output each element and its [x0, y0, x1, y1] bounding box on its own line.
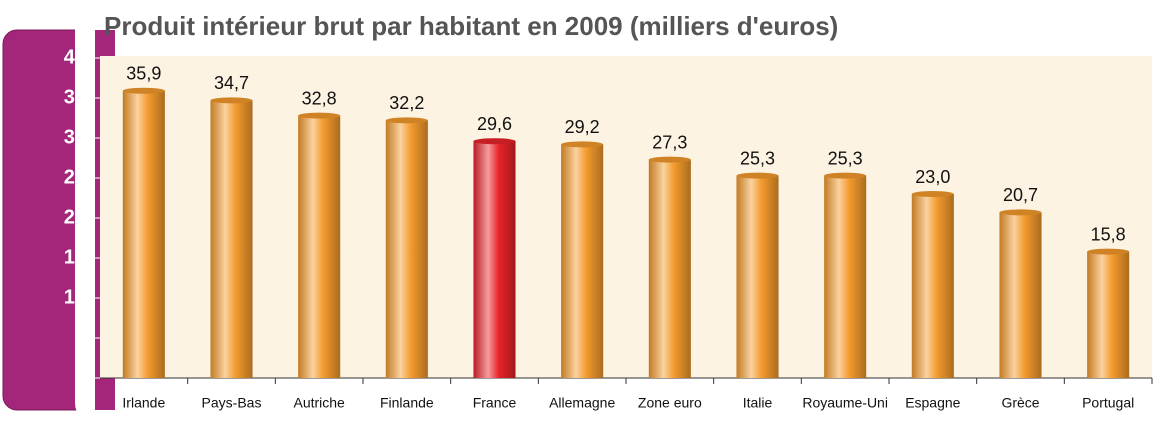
bar-cap	[911, 191, 954, 197]
data-label: 15,8	[1091, 224, 1126, 244]
bar-cap	[999, 209, 1042, 216]
bar	[824, 175, 867, 378]
data-label: 32,2	[389, 93, 424, 113]
data-label: 32,8	[302, 88, 337, 108]
bar	[648, 159, 691, 378]
x-tick-label: Autriche	[293, 395, 345, 411]
y-tick-label: 10	[64, 286, 86, 308]
data-label: 34,7	[214, 73, 249, 93]
chart-title: Produit intérieur brut par habitant en 2…	[104, 11, 838, 41]
x-tick-label: Pays-Bas	[202, 395, 262, 411]
y-tick-label: 30	[64, 126, 86, 148]
bar-cap	[385, 117, 428, 124]
data-label: 27,3	[652, 132, 687, 152]
y-tick-label: 15	[64, 246, 86, 268]
x-tick-label: Espagne	[905, 395, 960, 411]
y-tick-label: 25	[64, 166, 86, 188]
data-label: 25,3	[740, 148, 775, 168]
bar	[911, 194, 954, 378]
y-tick-label: 0	[75, 366, 86, 388]
x-tick-label: Grèce	[1001, 395, 1039, 411]
y-tick-label: 40	[64, 46, 86, 68]
data-label: 25,3	[828, 148, 863, 168]
x-tick-label: Italie	[743, 395, 773, 411]
x-tick-label: Finlande	[380, 395, 434, 411]
bar	[473, 141, 516, 378]
data-label: 23,0	[915, 167, 950, 187]
data-label: 29,2	[565, 117, 600, 137]
x-tick-label: France	[473, 395, 517, 411]
plot-area	[100, 56, 1152, 378]
bar-cap	[210, 97, 253, 104]
bar	[385, 120, 428, 379]
bar	[1087, 251, 1130, 378]
bar	[298, 115, 341, 378]
x-tick-label: Portugal	[1082, 395, 1134, 411]
bar-cap	[122, 87, 165, 94]
bar-cap	[824, 172, 867, 179]
bar	[999, 212, 1042, 378]
bar-cap	[561, 141, 604, 148]
bar-cap	[736, 172, 779, 179]
x-tick-label: Allemagne	[549, 395, 615, 411]
data-label: 35,9	[126, 64, 161, 84]
x-tick-label: Zone euro	[638, 395, 702, 411]
y-tick-label: 35	[64, 86, 86, 108]
bar	[210, 100, 253, 379]
bar	[736, 175, 779, 378]
bar-cap	[298, 112, 341, 119]
y-tick-label: 5	[75, 326, 86, 348]
bar-cap	[648, 156, 691, 163]
bar	[122, 90, 165, 379]
bar	[561, 144, 604, 378]
data-label: 20,7	[1003, 185, 1038, 205]
x-tick-label: Royaume-Uni	[802, 395, 888, 411]
x-tick-label: Irlande	[122, 395, 165, 411]
bar-cap	[473, 138, 516, 145]
y-tick-label: 20	[64, 206, 86, 228]
bar-cap	[1087, 248, 1130, 255]
data-label: 29,6	[477, 114, 512, 134]
